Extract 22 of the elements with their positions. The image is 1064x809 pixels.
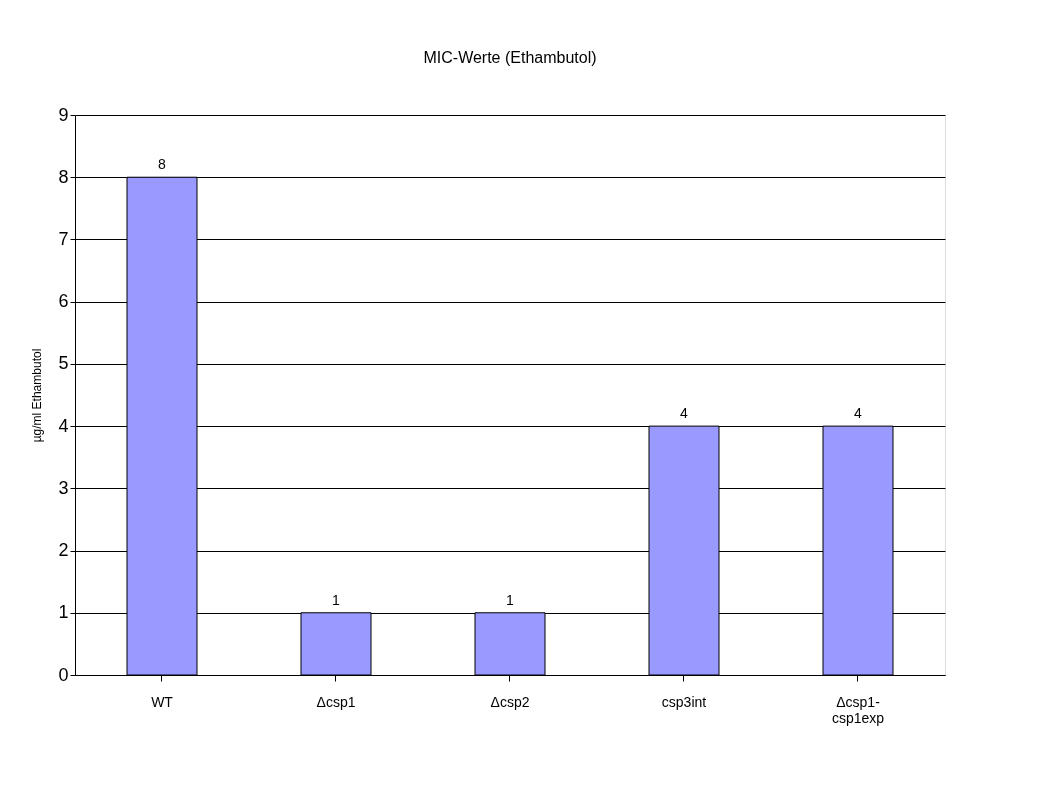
x-tick-label: WT <box>151 693 174 710</box>
y-tick-label: 5 <box>58 353 69 374</box>
y-tick-label: 0 <box>58 664 69 685</box>
y-tick-label: 1 <box>58 602 69 623</box>
y-tick-label: 9 <box>58 104 69 125</box>
x-tick-label: Δcsp2 <box>490 693 530 710</box>
data-label: 4 <box>680 405 689 422</box>
y-tick-label: 2 <box>58 540 69 561</box>
data-label: 1 <box>506 591 515 608</box>
data-label: 8 <box>158 156 167 173</box>
chart-title: MIC-Werte (Ethambutol) <box>423 49 597 66</box>
y-tick-label: 7 <box>58 228 69 249</box>
y-tick-label: 4 <box>58 415 69 436</box>
y-tick-label: 8 <box>58 166 69 187</box>
x-tick-label: Δcsp1-csp1exp <box>831 693 885 726</box>
x-tick-label: Δcsp1 <box>316 693 356 710</box>
data-label: 4 <box>854 405 863 422</box>
y-axis-title: µg/ml Ethambutol <box>30 348 45 443</box>
x-tick-label: csp3int <box>661 693 707 710</box>
y-tick-label: 6 <box>58 291 69 312</box>
data-label: 1 <box>332 591 341 608</box>
y-tick-label: 3 <box>58 477 69 498</box>
